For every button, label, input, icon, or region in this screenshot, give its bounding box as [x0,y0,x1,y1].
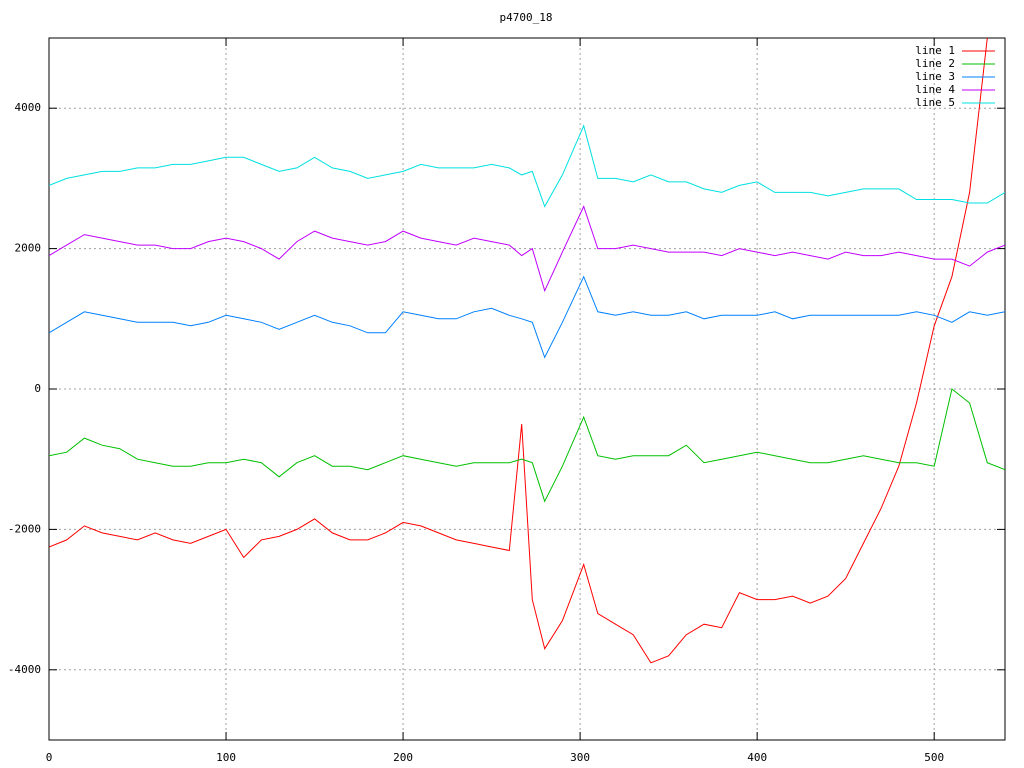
y-tick-label: 0 [34,382,41,395]
series-line [49,124,1005,208]
legend-label: line 2 [915,57,955,70]
x-tick-label: 400 [747,751,767,764]
legend-label: line 4 [915,83,955,96]
plot-frame [48,37,1006,741]
legend-label: line 5 [915,96,955,109]
y-tick-label: -4000 [8,663,41,676]
series-line [49,275,1005,359]
x-tick-label: 200 [393,751,413,764]
x-tick-label: 300 [570,751,590,764]
y-tick-label: -2000 [8,522,41,535]
series-line [49,388,1005,503]
x-tick-label: 500 [924,751,944,764]
legend-label: line 3 [915,70,955,83]
chart-title: p4700_18 [500,11,553,24]
y-tick-label: 4000 [15,101,42,114]
legend-label: line 1 [915,44,955,57]
x-tick-label: 0 [46,751,53,764]
series-line [49,38,988,664]
series-line [49,205,1005,293]
x-tick-label: 100 [216,751,236,764]
y-tick-label: 2000 [15,242,42,255]
